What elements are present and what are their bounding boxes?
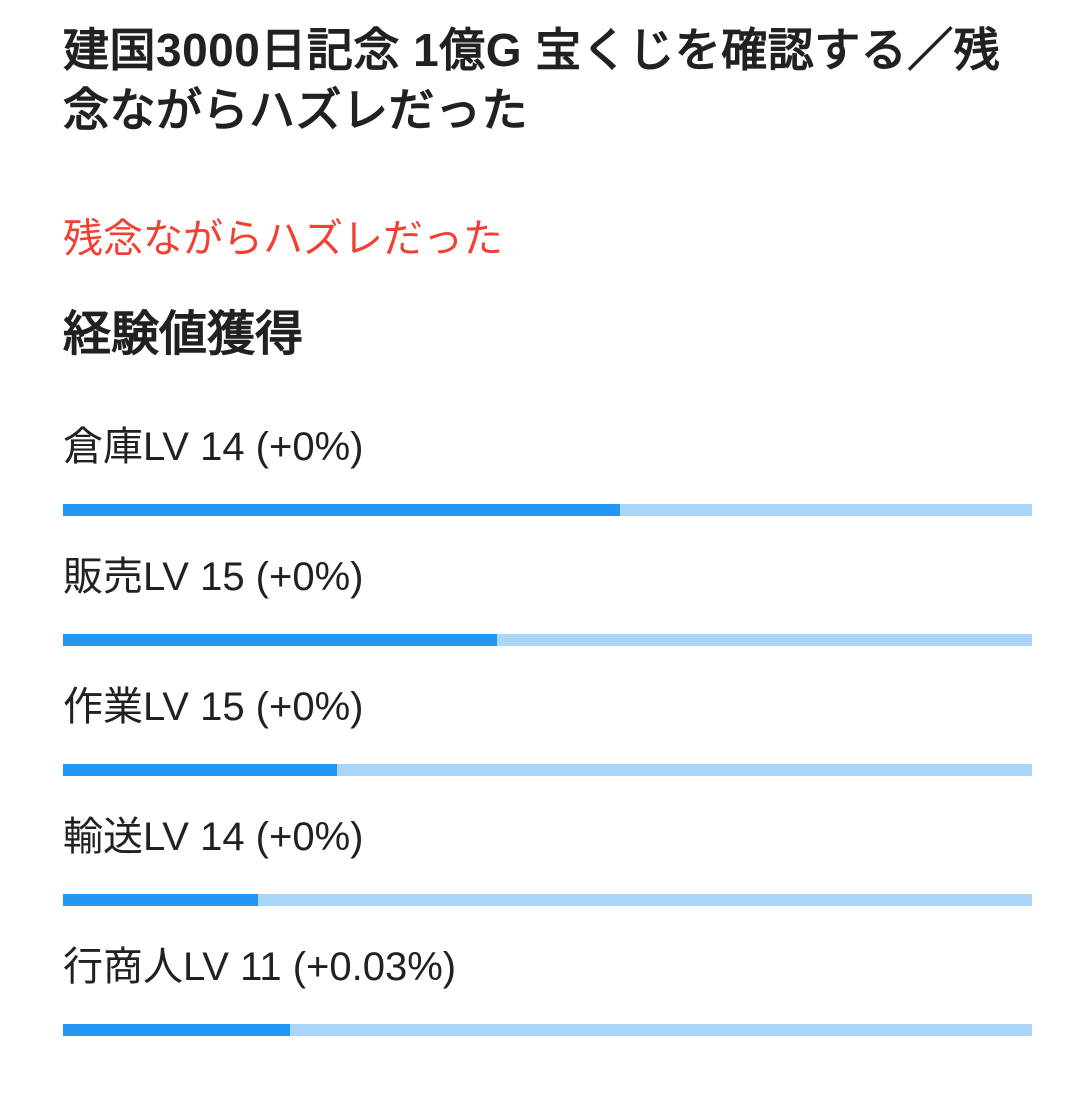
skill-progress-track (63, 763, 1032, 776)
skill-progress-fill (63, 763, 338, 776)
skill-progress-fill (63, 1023, 290, 1036)
skill-progress-track (63, 503, 1032, 516)
skill-progress-fill (63, 893, 258, 906)
skill-progress-track (63, 1023, 1032, 1036)
lottery-result-message: 残念ながらハズレだった (63, 216, 503, 261)
skill-row-souko: 倉庫LV 14 (+0%) (63, 421, 1032, 516)
skill-label: 作業LV 15 (+0%) (63, 684, 364, 729)
skill-label: 行商人LV 11 (+0.03%) (63, 944, 457, 989)
skill-progress-track (63, 633, 1032, 646)
skill-label: 輸送LV 14 (+0%) (63, 814, 364, 859)
skill-label: 販売LV 15 (+0%) (63, 554, 364, 599)
section-heading-experience: 経験値獲得 (63, 307, 304, 361)
skill-progress-fill (63, 503, 621, 516)
skill-progress-list: 倉庫LV 14 (+0%) 販売LV 15 (+0%) 作業LV 15 (+0%… (63, 421, 1032, 1036)
skill-progress-fill (63, 633, 498, 646)
skill-row-hanbai: 販売LV 15 (+0%) (63, 551, 1032, 646)
skill-progress-track (63, 893, 1032, 906)
page-title: 建国3000日記念 1億G 宝くじを確認する／残念ながらハズレだった (63, 24, 1001, 136)
skill-label: 倉庫LV 14 (+0%) (63, 424, 364, 469)
skill-row-sagyou: 作業LV 15 (+0%) (63, 681, 1032, 776)
skill-row-yusou: 輸送LV 14 (+0%) (63, 811, 1032, 906)
skill-row-gyoushounin: 行商人LV 11 (+0.03%) (63, 941, 1032, 1036)
